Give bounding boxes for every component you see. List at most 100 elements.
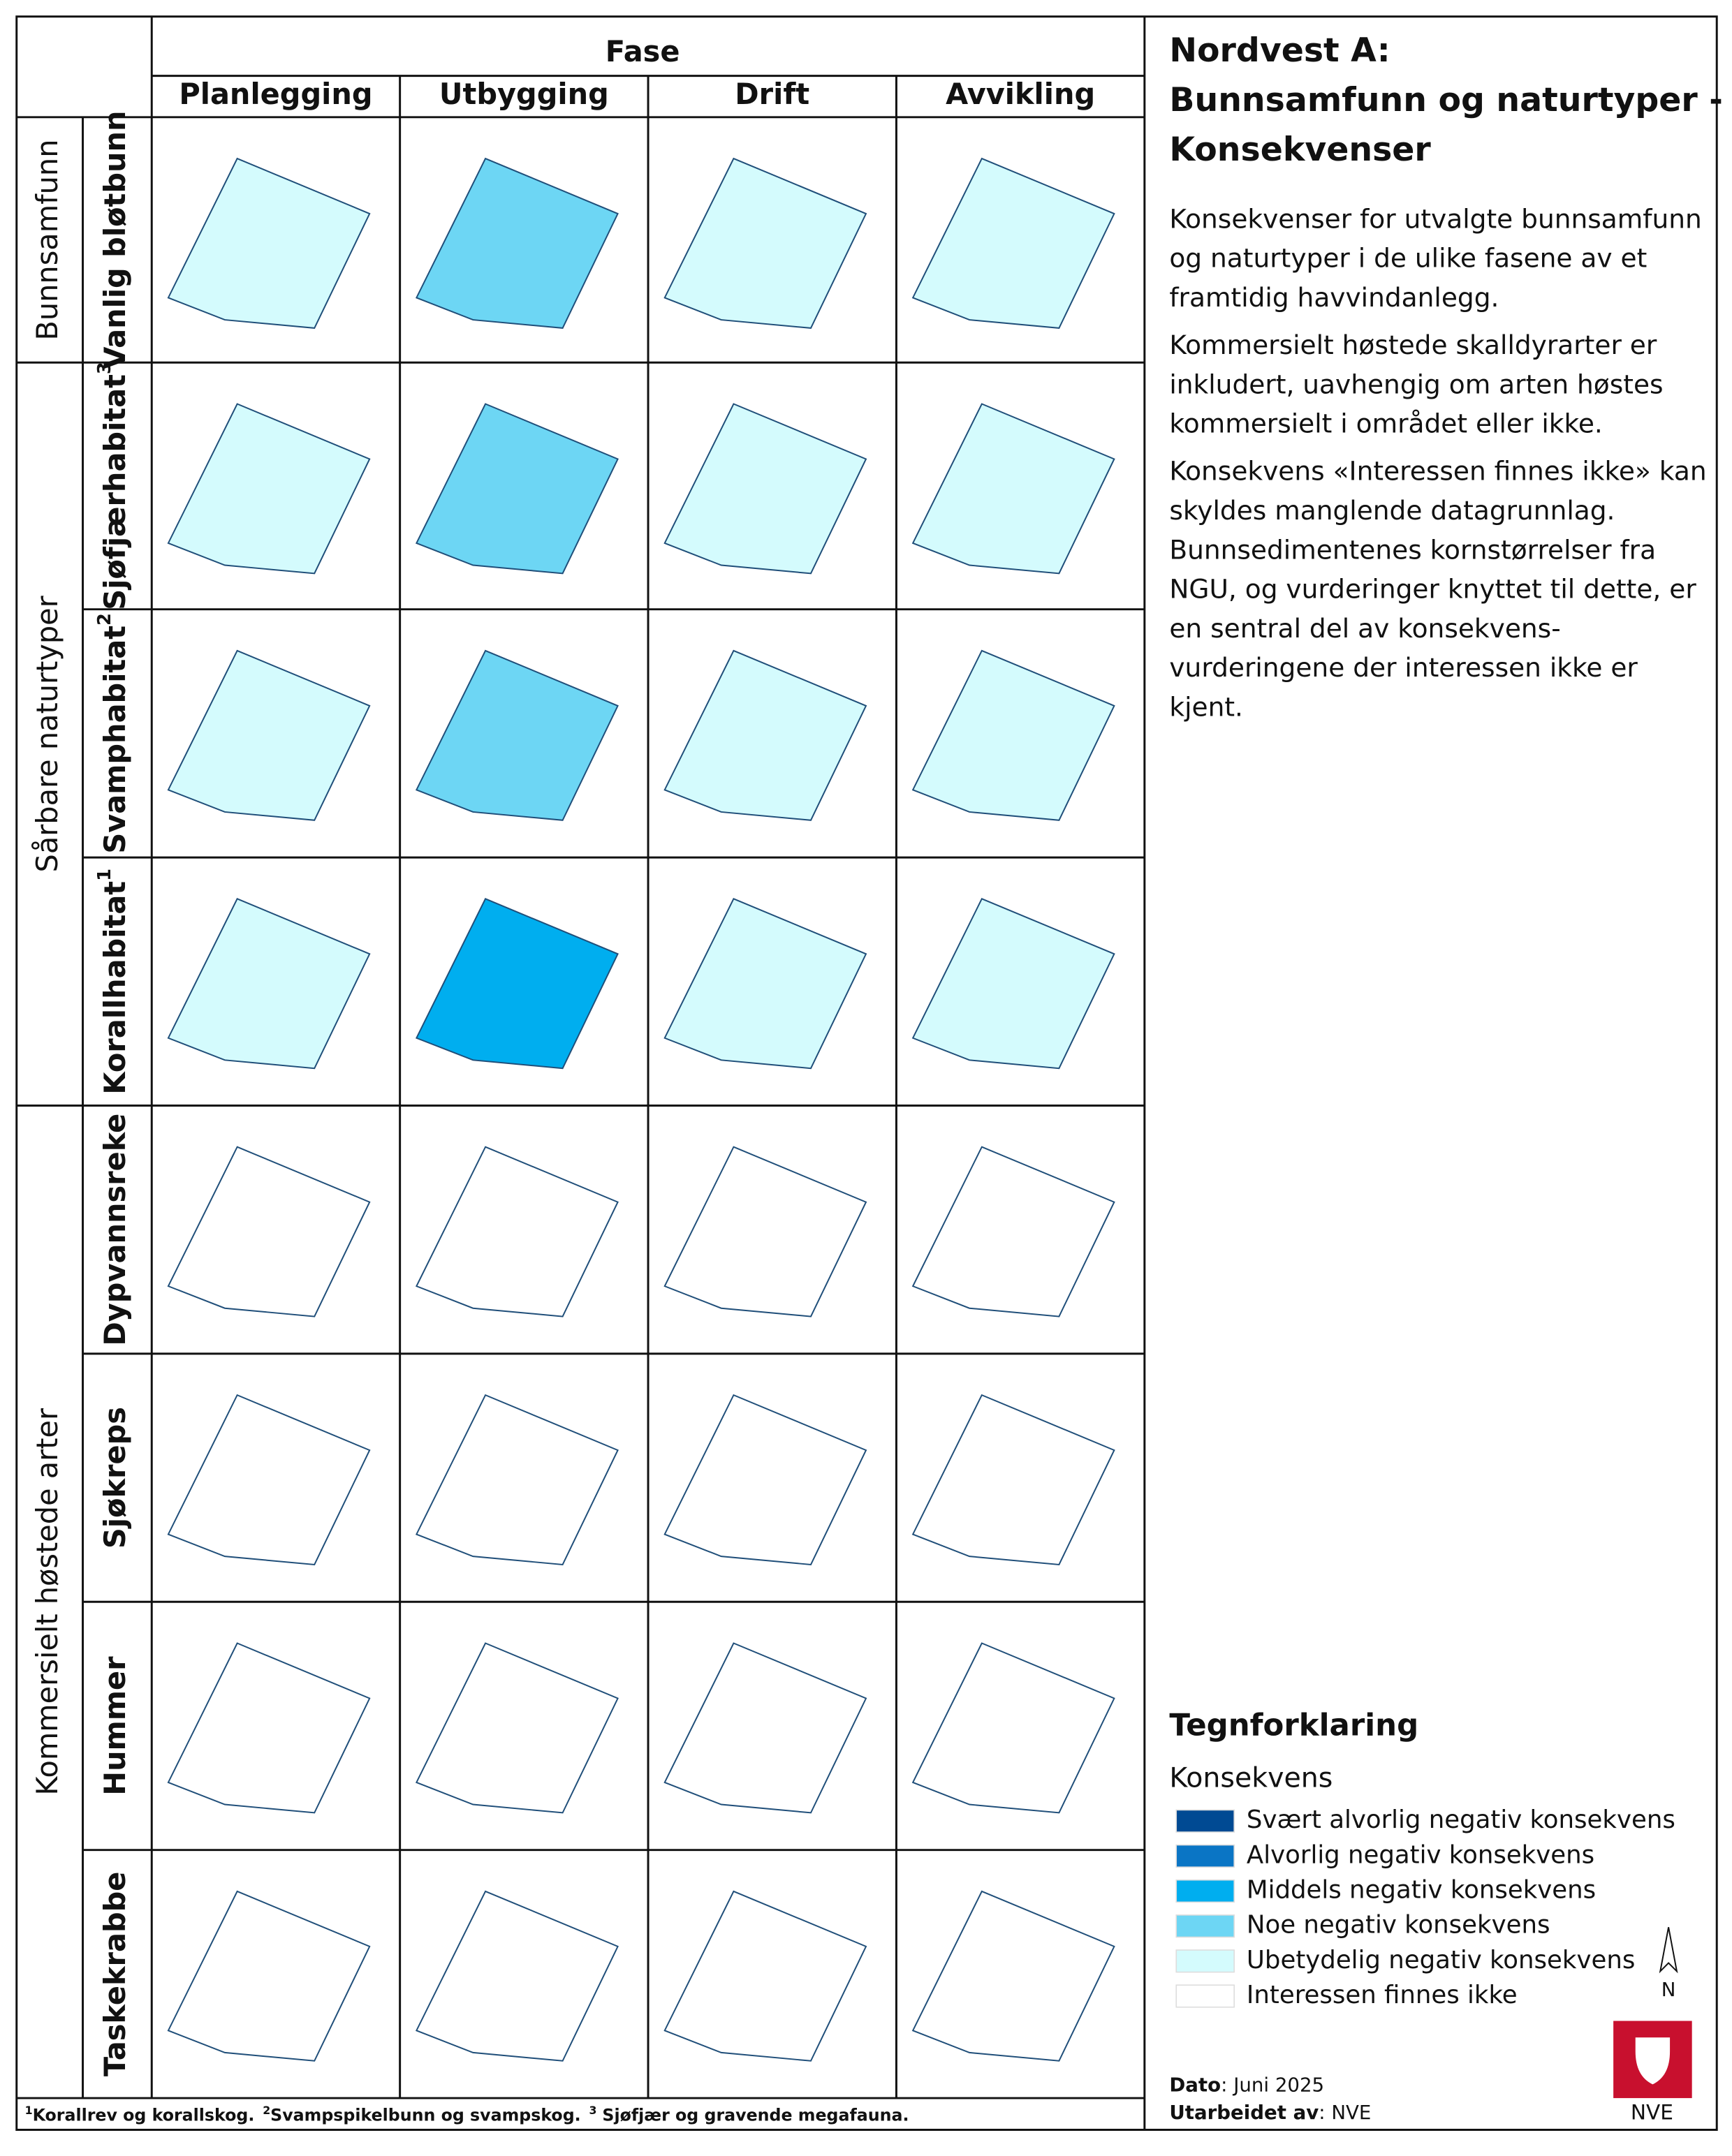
- phase-label: Utbygging: [439, 77, 609, 111]
- legend-label: Ubetydelig negativ konsekvens: [1247, 1946, 1635, 1974]
- row-label-sup: 2: [94, 613, 115, 626]
- legend-label: Svært alvorlig negativ konsekvens: [1247, 1806, 1675, 1834]
- row-label-text: Hummer: [98, 1656, 132, 1796]
- map-area: [911, 898, 1115, 1070]
- row-label: Korallhabitat1: [94, 869, 132, 1095]
- description-line: en sentral del av konsekvens-: [1169, 613, 1560, 644]
- map-area: [167, 1890, 371, 2062]
- footnote-text: Sjøfjær og gravende megafauna.: [602, 2105, 909, 2125]
- map-area: [415, 649, 619, 821]
- map-area: [663, 1642, 867, 1814]
- legend-label: Noe negativ konsekvens: [1247, 1911, 1550, 1940]
- map-area: [911, 157, 1115, 329]
- map-area: [167, 649, 371, 821]
- map-area: [911, 1394, 1115, 1566]
- legend-label: Alvorlig negativ konsekvens: [1247, 1840, 1594, 1869]
- credit: Dato: Juni 2025: [1169, 2073, 1324, 2096]
- map-area: [415, 1642, 619, 1814]
- map-area: [663, 649, 867, 821]
- map-area: [167, 157, 371, 329]
- legend-title: Tegnforklaring: [1169, 1708, 1418, 1743]
- phase-label: Planlegging: [179, 77, 372, 111]
- footnote-mark: 1: [25, 2103, 33, 2116]
- credit-value: : Juni 2025: [1221, 2073, 1324, 2096]
- footnote-text: Svampspikelbunn og svampskog.: [270, 2105, 580, 2125]
- map-area: [663, 1146, 867, 1317]
- description-line: Konsekvenser for utvalgte bunnsamfunn: [1169, 203, 1701, 234]
- row-label-text: Vanlig bløtbunn: [98, 110, 132, 369]
- credit: Utarbeidet av: NVE: [1169, 2101, 1371, 2124]
- description-line: kommersielt i området eller ikke.: [1169, 408, 1602, 439]
- description-line: inkludert, uavhengig om arten høstes: [1169, 369, 1663, 399]
- legend-subtitle: Konsekvens: [1169, 1762, 1333, 1794]
- map-area: [911, 1890, 1115, 2062]
- legend-swatch: [1175, 1984, 1235, 2008]
- logo-text: NVE: [1631, 2100, 1673, 2124]
- footnote-mark: 3: [589, 2103, 597, 2116]
- description-line: skyldes manglende datagrunnlag.: [1169, 495, 1615, 526]
- credit-value: : NVE: [1319, 2101, 1371, 2124]
- legend-label: Middels negativ konsekvens: [1247, 1876, 1596, 1905]
- map-area: [663, 1394, 867, 1566]
- map-area: [167, 403, 371, 575]
- map-area: [167, 1146, 371, 1317]
- header-fase: Fase: [606, 35, 680, 68]
- row-label-text: Korallhabitat: [98, 881, 132, 1095]
- row-label: Sjøfjærhabitat3: [94, 362, 132, 610]
- credit-label: Utarbeidet av: [1169, 2101, 1319, 2124]
- map-area: [415, 1146, 619, 1317]
- legend-swatch: [1175, 1879, 1235, 1903]
- group-label: Kommersielt høstede arter: [31, 1408, 64, 1796]
- footnote-text: Korallrev og korallskog.: [33, 2105, 255, 2125]
- row-label: Hummer: [98, 1656, 132, 1796]
- description-line: Kommersielt høstede skalldyrarter er: [1169, 330, 1657, 360]
- map-area: [415, 403, 619, 575]
- phase-label: Drift: [735, 77, 809, 111]
- description-line: og naturtyper i de ulike fasene av et: [1169, 243, 1647, 274]
- map-area: [167, 898, 371, 1070]
- row-label-text: Sjøfjærhabitat: [98, 374, 132, 610]
- description-line: Konsekvens «Interessen finnes ikke» kan: [1169, 456, 1706, 487]
- legend-swatch: [1175, 1949, 1235, 1973]
- map-area: [167, 1394, 371, 1566]
- map-area: [911, 1642, 1115, 1814]
- row-label: Dypvannsreke: [98, 1114, 132, 1346]
- legend-label: Interessen finnes ikke: [1247, 1981, 1518, 2009]
- map-area: [415, 1394, 619, 1566]
- description-line: framtidig havvindanlegg.: [1169, 282, 1499, 313]
- row-label: Vanlig bløtbunn: [98, 110, 132, 369]
- row-label: Svamphabitat2: [94, 613, 132, 854]
- phase-label: Avvikling: [946, 77, 1095, 111]
- map-area: [415, 898, 619, 1070]
- row-label-text: Taskekrabbe: [98, 1872, 132, 2077]
- logo-emblem: [1635, 2037, 1671, 2085]
- legend-swatch: [1175, 1809, 1235, 1833]
- row-label-text: Svamphabitat: [98, 626, 132, 854]
- description-line: vurderingene der interessen ikke er: [1169, 652, 1638, 683]
- footnote: 1Korallrev og korallskog. 2Svampspikelbun…: [25, 2103, 909, 2125]
- group-label: Sårbare naturtyper: [31, 595, 64, 872]
- panel-title: Konsekvenser: [1169, 131, 1431, 169]
- north-label: N: [1661, 1978, 1676, 2001]
- row-label-text: Sjøkreps: [98, 1407, 132, 1549]
- row-label: Taskekrabbe: [98, 1872, 132, 2077]
- description-line: Bunnsedimentenes kornstørrelser fra: [1169, 534, 1656, 565]
- description-line: kjent.: [1169, 691, 1243, 722]
- panel-title: Nordvest A:: [1169, 31, 1390, 70]
- row-label-text: Dypvannsreke: [98, 1114, 132, 1346]
- map-area: [415, 1890, 619, 2062]
- legend-swatch: [1175, 1914, 1235, 1938]
- credit-label: Dato: [1169, 2073, 1221, 2096]
- map-area: [911, 649, 1115, 821]
- row-label: Sjøkreps: [98, 1407, 132, 1549]
- row-label-sup: 3: [94, 362, 115, 374]
- north-arrow: [1659, 1927, 1678, 1974]
- panel-title: Bunnsamfunn og naturtyper -: [1169, 81, 1723, 119]
- map-area: [663, 898, 867, 1070]
- description-line: NGU, og vurderinger knyttet til dette, e…: [1169, 574, 1696, 605]
- map-area: [415, 157, 619, 329]
- map-area: [663, 157, 867, 329]
- map-area: [911, 403, 1115, 575]
- map-area: [911, 1146, 1115, 1317]
